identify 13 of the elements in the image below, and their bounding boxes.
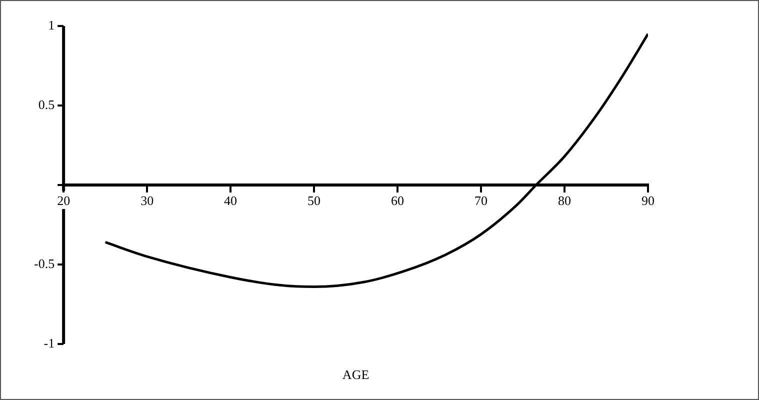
x-tick-label: 30 <box>140 193 154 208</box>
y-tick-label: 1 <box>48 17 55 32</box>
y-tick-label: -0.5 <box>34 256 55 271</box>
x-tick-label: 80 <box>558 193 572 208</box>
y-tick-label: -1 <box>44 335 55 350</box>
x-tick-label: 20 <box>57 193 70 208</box>
x-tick-label: 40 <box>224 193 238 208</box>
x-axis-title: AGE <box>342 367 370 382</box>
x-tick-label: 70 <box>474 193 488 208</box>
y-tick-label: 0.5 <box>38 96 55 112</box>
x-tick-label: 60 <box>391 193 404 208</box>
x-tick-label: 50 <box>308 193 321 208</box>
x-tick-label: 90 <box>642 193 654 208</box>
